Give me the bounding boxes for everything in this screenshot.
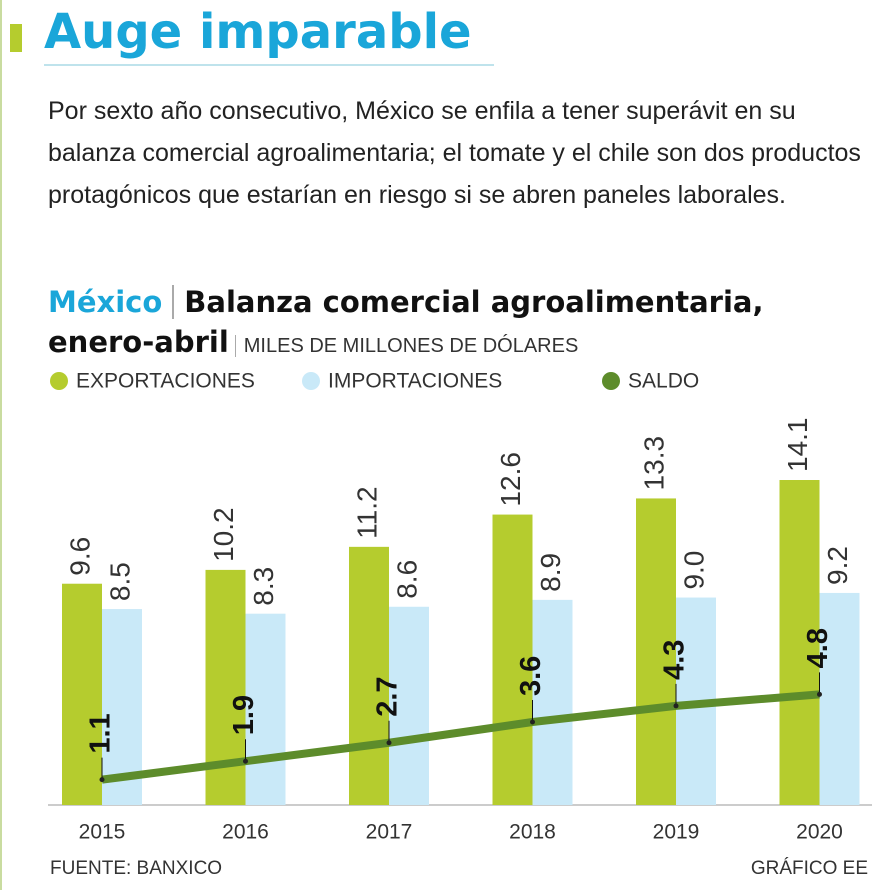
saldo-label: 4.8 [802,628,834,668]
bar [492,514,533,805]
unit: MILES DE MILLONES DE DÓLARES [234,335,579,357]
value-label: 12.6 [495,452,526,507]
x-tick-label: 2015 [79,821,126,844]
value-label: 9.6 [64,537,95,576]
title: Auge imparable [44,4,494,66]
bar [245,613,286,805]
value-label: 11.2 [351,486,382,538]
value-label: 8.6 [391,560,422,599]
x-tick-label: 2019 [653,821,700,844]
legend-swatch [50,372,68,390]
saldo-point [99,777,105,783]
bar [779,480,820,805]
description: Por sexto año consecutivo, México se enf… [48,97,861,209]
chart-title: Balanza comercial agroalimentaria, enero… [48,285,764,359]
title-flag [10,24,22,52]
value-label: 8.3 [248,567,279,606]
saldo-point [530,719,535,725]
saldo-point [243,758,248,764]
saldo-label: 4.3 [659,640,691,680]
x-tick-label: 2016 [222,821,269,844]
chart-heading: México Balanza comercial agroalimentaria,… [48,282,878,366]
x-tick-label: 2017 [366,821,413,844]
bar [205,569,246,805]
bar [819,592,860,805]
bar [62,583,102,805]
value-label: 8.5 [104,562,135,601]
value-label: 14.1 [782,418,813,473]
legend-label: EXPORTACIONES [76,370,255,393]
value-label: 9.0 [678,551,709,590]
x-tick-label: 2018 [509,821,556,844]
value-label: 10.2 [208,507,239,562]
value-label: 13.3 [638,436,669,491]
bar [636,498,676,805]
saldo-label: 1.1 [85,713,117,753]
legend-label: SALDO [628,370,699,393]
saldo-line [101,690,820,784]
value-label: 9.2 [822,546,853,585]
bar [389,606,429,805]
saldo-label: 3.6 [515,656,547,696]
saldo-point [817,691,822,697]
credit: GRÁFICO EE [751,858,868,879]
bar [349,546,389,805]
value-label: 8.9 [535,553,566,592]
legend-label: IMPORTACIONES [328,370,502,393]
legend-swatch [602,372,620,390]
saldo-point [673,703,679,709]
bar [532,599,573,805]
legend-swatch [302,372,320,390]
saldo-label: 2.7 [372,676,404,716]
x-tick-label: 2020 [796,821,843,844]
source: FUENTE: BANXICO [50,858,222,879]
chart-region: México [48,285,175,319]
saldo-label: 1.9 [228,695,260,735]
saldo-point [386,740,392,746]
